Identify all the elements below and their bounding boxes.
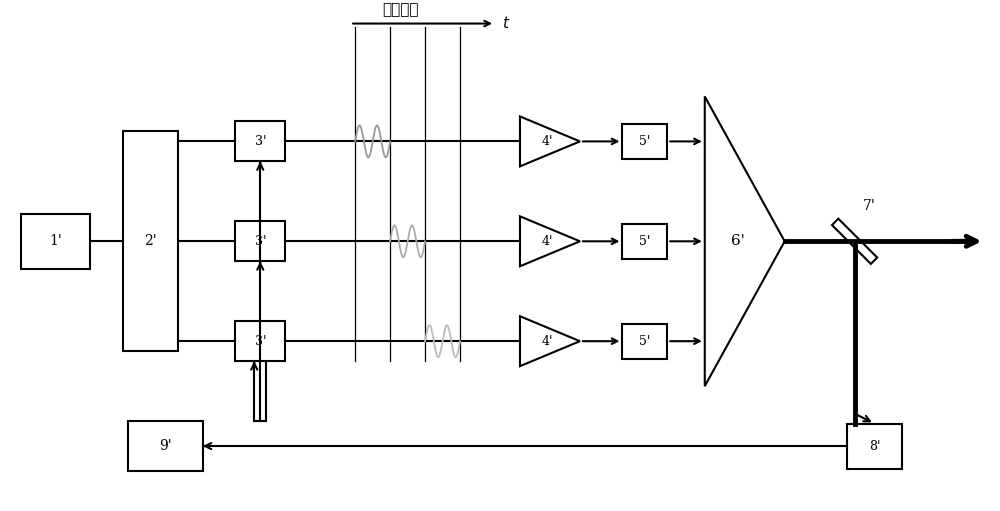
Text: 2': 2': [144, 235, 157, 248]
Bar: [235, 221, 285, 261]
Text: 6': 6': [731, 235, 745, 248]
Text: 8': 8': [869, 439, 880, 453]
Bar: [123, 131, 178, 351]
Bar: [622, 224, 667, 259]
Bar: [235, 122, 285, 161]
Text: 7': 7': [863, 199, 876, 213]
Bar: [235, 321, 285, 361]
Bar: [847, 424, 902, 469]
Bar: [622, 124, 667, 159]
Text: 调制信号: 调制信号: [382, 2, 418, 17]
Text: 5': 5': [639, 335, 651, 347]
Text: 1': 1': [49, 235, 62, 248]
Text: 4': 4': [541, 235, 553, 248]
Bar: [128, 421, 203, 471]
Bar: [21, 214, 90, 269]
Text: 3': 3': [255, 335, 266, 347]
Text: t: t: [502, 16, 508, 31]
Text: 4': 4': [541, 335, 553, 347]
Text: 3': 3': [255, 235, 266, 248]
Bar: [622, 323, 667, 359]
Text: 5': 5': [639, 235, 651, 248]
Text: 3': 3': [255, 135, 266, 148]
Text: 5': 5': [639, 135, 651, 148]
Text: 4': 4': [541, 135, 553, 148]
Text: 9': 9': [159, 439, 172, 453]
